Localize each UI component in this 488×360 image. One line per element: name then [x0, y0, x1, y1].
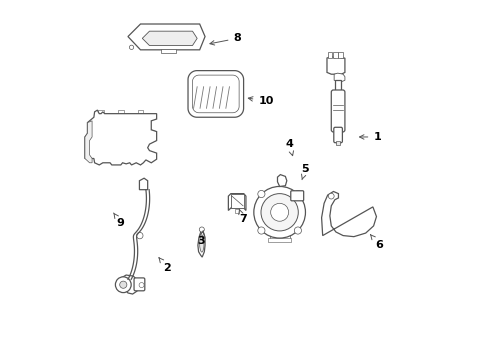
Circle shape — [257, 190, 264, 198]
Polygon shape — [326, 56, 344, 74]
Bar — [86, 143, 90, 151]
FancyBboxPatch shape — [330, 90, 344, 132]
Text: 4: 4 — [285, 139, 293, 156]
Bar — [98, 110, 104, 114]
FancyBboxPatch shape — [333, 127, 342, 143]
Circle shape — [199, 227, 204, 232]
Text: 8: 8 — [209, 33, 241, 45]
Polygon shape — [128, 24, 204, 50]
Polygon shape — [198, 232, 204, 257]
Text: 7: 7 — [238, 209, 246, 224]
Circle shape — [115, 277, 131, 293]
Bar — [335, 140, 340, 145]
FancyBboxPatch shape — [290, 191, 303, 201]
Text: 6: 6 — [370, 235, 382, 249]
Circle shape — [261, 194, 298, 231]
Ellipse shape — [199, 235, 203, 252]
Polygon shape — [139, 178, 147, 190]
Text: 3: 3 — [197, 230, 205, 246]
Polygon shape — [85, 110, 156, 165]
Bar — [137, 110, 143, 114]
Circle shape — [294, 227, 301, 234]
Text: 1: 1 — [359, 132, 380, 142]
Circle shape — [136, 232, 142, 239]
FancyBboxPatch shape — [134, 278, 144, 291]
Polygon shape — [321, 192, 376, 237]
Bar — [118, 110, 123, 114]
Bar — [333, 51, 337, 58]
Text: 2: 2 — [159, 258, 171, 273]
Polygon shape — [228, 194, 245, 211]
Circle shape — [139, 283, 144, 288]
Bar — [338, 51, 342, 58]
Polygon shape — [187, 71, 243, 117]
Circle shape — [294, 190, 301, 198]
Polygon shape — [85, 121, 92, 163]
Polygon shape — [333, 73, 344, 82]
Bar — [230, 194, 244, 208]
Circle shape — [270, 203, 288, 221]
Circle shape — [129, 45, 133, 49]
Bar — [334, 80, 341, 94]
Text: 10: 10 — [248, 96, 273, 106]
Bar — [161, 49, 175, 53]
Polygon shape — [142, 31, 197, 45]
Polygon shape — [277, 175, 286, 186]
Bar — [267, 238, 290, 242]
Polygon shape — [147, 130, 156, 144]
Text: 9: 9 — [113, 213, 124, 228]
Bar — [86, 132, 90, 140]
Circle shape — [120, 281, 126, 288]
Bar — [269, 235, 289, 240]
Text: 5: 5 — [301, 164, 308, 180]
Polygon shape — [121, 275, 140, 294]
Circle shape — [328, 193, 333, 199]
Circle shape — [257, 227, 264, 234]
Circle shape — [253, 186, 305, 238]
Polygon shape — [192, 75, 239, 113]
Bar — [235, 210, 238, 213]
Bar — [327, 51, 332, 58]
